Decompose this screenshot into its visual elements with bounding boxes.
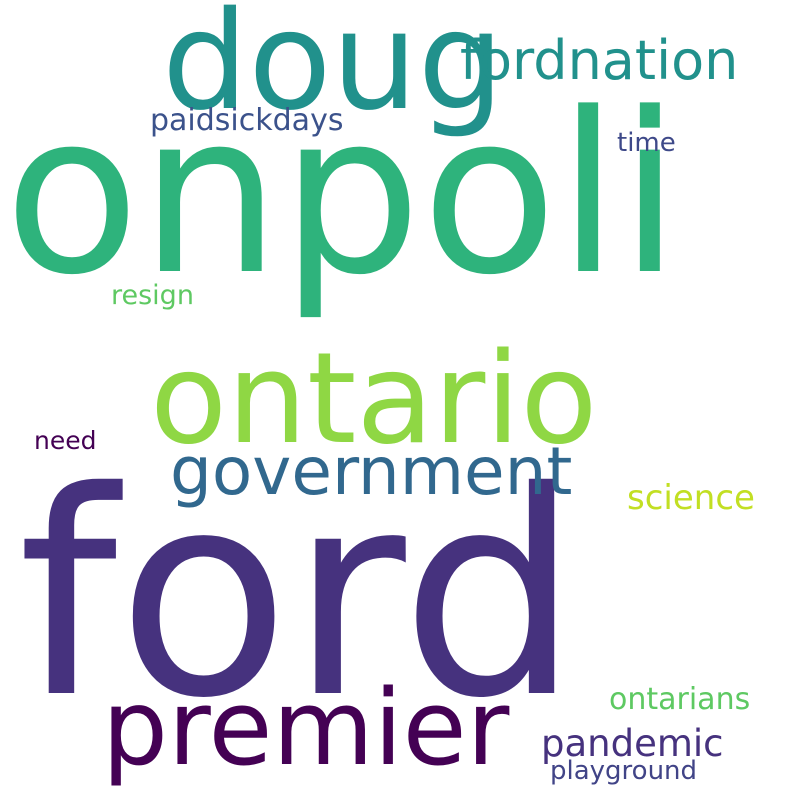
word-pandemic: pandemic (541, 722, 724, 765)
word-ford: ford (18, 431, 580, 760)
word-science: science (627, 478, 755, 518)
word-paidsickdays: paidsickdays (150, 103, 344, 138)
word-resign: resign (111, 280, 194, 311)
word-time: time (617, 128, 676, 158)
word-onpoli: onpoli (4, 66, 681, 324)
word-premier: premier (102, 667, 510, 789)
word-playground: playground (550, 756, 698, 786)
word-government: government (170, 433, 573, 510)
word-need: need (34, 426, 97, 455)
word-doug: doug (162, 0, 505, 141)
word-ontario: ontario (150, 325, 598, 472)
word-ontarians: ontarians (609, 682, 751, 717)
word-fordnation: fordnation (460, 29, 739, 92)
